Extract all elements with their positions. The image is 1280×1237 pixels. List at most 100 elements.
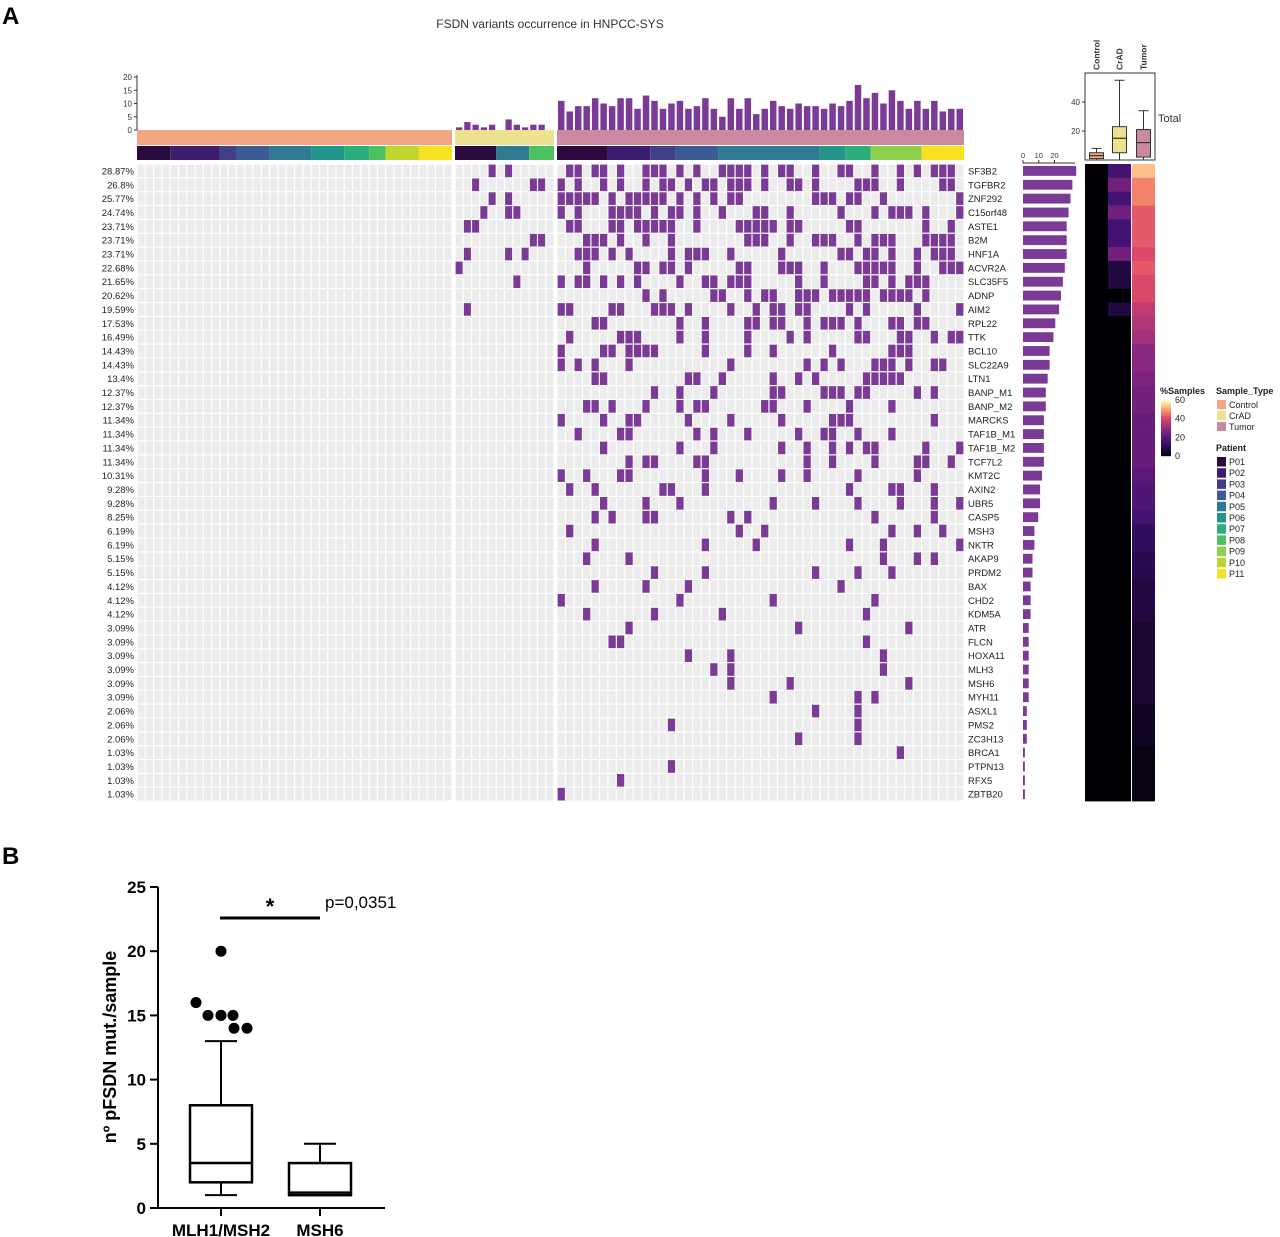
mutation-cell [845,164,854,178]
empty-cell [463,704,471,718]
empty-cell [237,732,245,746]
empty-cell [574,621,582,635]
empty-cell [472,690,480,704]
gene-label: UBR5 [968,499,993,510]
empty-cell [744,538,752,552]
percent-cell [1085,344,1108,359]
empty-cell [667,635,676,649]
empty-cell [472,206,480,219]
empty-cell [411,552,419,566]
empty-cell [353,372,361,385]
empty-cell [336,524,344,538]
empty-cell [170,774,178,787]
empty-cell [786,774,794,787]
mutation-cell [701,455,710,469]
empty-cell [599,358,608,372]
empty-cell [361,358,369,372]
empty-cell [718,774,726,787]
empty-cell [455,413,463,427]
empty-cell [752,524,760,538]
empty-cell [455,233,463,247]
empty-cell [278,316,286,330]
mutation-cell [557,469,565,482]
empty-cell [837,663,845,676]
mutation-cell [854,566,862,579]
empty-cell [574,483,582,496]
empty-cell [574,677,582,690]
gene-label: MSH6 [968,679,994,690]
empty-cell [361,413,369,427]
empty-cell [693,358,701,372]
empty-cell [591,220,599,233]
empty-cell [286,427,294,441]
empty-cell [761,413,769,427]
empty-cell [599,386,608,399]
empty-cell [625,441,633,455]
empty-cell [377,192,386,205]
empty-cell [546,704,554,718]
empty-cell [778,524,786,538]
empty-cell [162,718,170,732]
empty-cell [472,510,480,524]
empty-cell [701,621,710,635]
empty-cell [591,760,599,773]
empty-cell [650,677,659,690]
sample-count-bar [795,103,802,130]
empty-cell [896,663,905,676]
empty-cell [786,510,794,524]
empty-cell [930,441,938,455]
mutation-cell [871,441,879,455]
empty-cell [633,164,642,178]
mutation-cell [566,524,574,538]
empty-cell [203,427,212,441]
row-percentage: 1.03% [107,762,134,773]
empty-cell [854,649,862,662]
empty-cell [718,635,726,649]
empty-cell [608,178,616,192]
empty-cell [939,275,947,289]
empty-cell [419,316,427,330]
empty-cell [402,247,410,261]
empty-cell [744,483,752,496]
empty-cell [930,524,938,538]
empty-cell [488,718,496,732]
empty-cell [769,455,777,469]
empty-cell [566,760,574,773]
empty-cell [295,690,303,704]
empty-cell [344,746,352,759]
empty-cell [546,635,554,649]
empty-cell [472,718,480,732]
mutation-cell [854,732,862,746]
gene-label: RPL22 [968,319,997,330]
empty-cell [505,497,513,510]
empty-cell [566,677,574,690]
empty-cell [710,635,718,649]
empty-cell [154,220,162,233]
empty-cell [137,455,145,469]
empty-cell [820,552,828,566]
mutation-cell [642,261,650,275]
empty-cell [261,400,270,413]
percent-cell [1085,468,1108,483]
empty-cell [344,538,352,552]
empty-cell [642,469,650,482]
empty-cell [278,593,286,607]
empty-cell [295,275,303,289]
empty-cell [270,787,278,801]
empty-cell [633,372,642,385]
empty-cell [419,164,427,178]
empty-cell [488,413,496,427]
empty-cell [361,718,369,732]
empty-cell [444,178,452,192]
empty-cell [529,524,537,538]
empty-cell [710,566,718,579]
empty-cell [513,593,521,607]
empty-cell [411,344,419,358]
empty-cell [905,483,913,496]
empty-cell [245,635,253,649]
mutation-cell [625,330,633,344]
empty-cell [529,344,537,358]
empty-cell [939,303,947,316]
empty-cell [237,316,245,330]
empty-cell [795,483,803,496]
